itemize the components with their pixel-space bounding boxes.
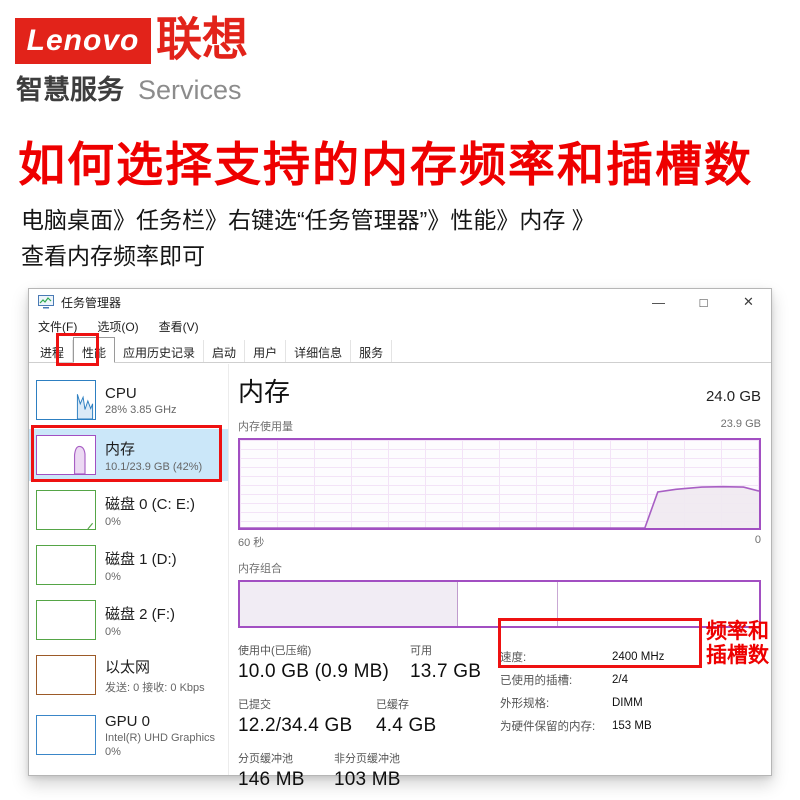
- memory-composition-bar: [238, 580, 761, 628]
- gpu-thumbnail-graph: [36, 715, 96, 755]
- memory-usage-area: [240, 486, 759, 528]
- memory-composition-label: 内存组合: [238, 563, 282, 575]
- cpu-stats: 28% 3.85 GHz: [105, 403, 177, 416]
- performance-body: CPU 28% 3.85 GHz 内存 10.1/23.9 GB (42%): [29, 364, 771, 790]
- ethernet-label: 以太网: [105, 658, 151, 676]
- disk0-thumbnail-graph: [36, 490, 96, 530]
- composition-divider-2: [556, 582, 558, 626]
- sidebar-item-cpu[interactable]: CPU 28% 3.85 GHz: [29, 374, 228, 426]
- memory-panel: 内存 24.0 GB 内存使用量 23.9 GB 60 秒 0 内存组合: [229, 364, 771, 790]
- tab-services[interactable]: 服务: [351, 340, 393, 362]
- stat-nonpaged-pool: 非分页缓冲池 103 MB: [334, 753, 401, 790]
- tab-performance[interactable]: 性能: [73, 337, 116, 363]
- disk1-thumbnail-graph: [36, 545, 96, 585]
- annotation-text-frequency-slots: 频率和 插槽数: [706, 620, 769, 667]
- task-manager-icon: [38, 295, 54, 309]
- memory-usage-curve: [240, 487, 759, 528]
- performance-sidebar: CPU 28% 3.85 GHz 内存 10.1/23.9 GB (42%): [29, 364, 229, 775]
- time-axis-right: 0: [754, 534, 761, 546]
- disk0-label: 磁盘 0 (C: E:): [105, 495, 196, 513]
- page-title: 如何选择支持的内存频率和插槽数: [18, 138, 753, 191]
- lenovo-logo-text: Lenovo: [26, 24, 140, 57]
- tab-details[interactable]: 详细信息: [286, 340, 352, 362]
- gpu-label: GPU 0: [105, 712, 151, 730]
- stat-in-use: 使用中(已压缩) 10.0 GB (0.9 MB): [238, 645, 390, 682]
- maximize-button[interactable]: □: [699, 294, 708, 310]
- menu-bar: 文件(F) 选项(O) 查看(V): [29, 315, 771, 337]
- minimize-button[interactable]: —: [652, 294, 665, 310]
- disk2-thumbnail-graph: [36, 600, 96, 640]
- menu-file[interactable]: 文件(F): [38, 319, 78, 334]
- stat-paged-pool: 分页缓冲池 146 MB: [238, 753, 305, 790]
- memory-usage-label: 内存使用量: [238, 421, 293, 433]
- lenovo-logo-chinese: 联想: [156, 13, 248, 65]
- stat-available: 可用 13.7 GB: [410, 645, 482, 682]
- disk2-label: 磁盘 2 (F:): [105, 605, 175, 623]
- tab-startup[interactable]: 启动: [204, 340, 246, 362]
- memory-hardware-details: 速度: 2400 MHz 已使用的插槽: 2/4 外形规格: DIMM 为硬件保…: [500, 645, 736, 737]
- menu-view[interactable]: 查看(V): [158, 319, 199, 334]
- tab-processes[interactable]: 进程: [32, 340, 74, 362]
- stat-cached: 已缓存 4.4 GB: [376, 699, 437, 736]
- sidebar-item-memory[interactable]: 内存 10.1/23.9 GB (42%): [29, 429, 228, 481]
- stat-committed: 已提交 12.2/34.4 GB: [238, 699, 353, 736]
- disk2-stats: 0%: [105, 625, 121, 638]
- instruction-line-1: 电脑桌面》任务栏》右键选“任务管理器”》性能》内存 》: [21, 207, 595, 233]
- sidebar-item-gpu[interactable]: GPU 0 Intel(R) UHD Graphics 0%: [29, 704, 228, 766]
- memory-usage-graph: [238, 438, 761, 530]
- gpu-name: Intel(R) UHD Graphics: [105, 731, 216, 744]
- menu-options[interactable]: 选项(O): [97, 319, 139, 334]
- disk0-stats: 0%: [105, 515, 121, 528]
- disk1-stats: 0%: [105, 570, 121, 583]
- composition-used-segment: [240, 582, 458, 626]
- ethernet-thumbnail-graph: [36, 655, 96, 695]
- disk1-label: 磁盘 1 (D:): [105, 550, 177, 568]
- memory-thumbnail-graph: [36, 435, 96, 475]
- tab-bar: 进程 性能 应用历史记录 启动 用户 详细信息 服务: [29, 337, 771, 363]
- memory-usage-max: 23.9 GB: [720, 418, 761, 430]
- memory-stats: 10.1/23.9 GB (42%): [105, 460, 203, 473]
- sidebar-item-disk1[interactable]: 磁盘 1 (D:) 0%: [29, 539, 228, 591]
- tab-app-history[interactable]: 应用历史记录: [115, 340, 205, 362]
- cpu-label: CPU: [105, 384, 137, 402]
- detail-slots-used: 已使用的插槽: 2/4: [500, 673, 628, 687]
- memory-panel-title: 内存: [238, 377, 291, 407]
- tagline-chinese: 智慧服务: [16, 75, 124, 105]
- sidebar-item-disk0[interactable]: 磁盘 0 (C: E:) 0%: [29, 484, 228, 536]
- detail-hardware-reserved: 为硬件保留的内存: 153 MB: [500, 719, 652, 733]
- brand-tagline: 智慧服务 Services: [16, 68, 242, 107]
- instruction-text: 电脑桌面》任务栏》右键选“任务管理器”》性能》内存 》 查看内存频率即可: [21, 202, 785, 274]
- tab-users[interactable]: 用户: [245, 340, 287, 362]
- window-title: 任务管理器: [61, 295, 122, 310]
- lenovo-logo: Lenovo: [15, 18, 151, 64]
- window-controls: — □ ✕: [636, 289, 771, 315]
- tagline-english: Services: [138, 75, 242, 105]
- close-button[interactable]: ✕: [743, 294, 754, 309]
- detail-form-factor: 外形规格: DIMM: [500, 696, 643, 710]
- detail-speed: 速度: 2400 MHz: [500, 650, 665, 664]
- sidebar-item-disk2[interactable]: 磁盘 2 (F:) 0%: [29, 594, 228, 646]
- title-bar: 任务管理器 — □ ✕: [29, 289, 771, 315]
- ethernet-stats: 发送: 0 接收: 0 Kbps: [105, 681, 205, 694]
- sidebar-item-ethernet[interactable]: 以太网 发送: 0 接收: 0 Kbps: [29, 649, 228, 701]
- memory-total-capacity: 24.0 GB: [705, 388, 761, 405]
- memory-label: 内存: [105, 440, 136, 458]
- instruction-line-2: 查看内存频率即可: [21, 243, 205, 269]
- gpu-stats: 0%: [105, 745, 121, 758]
- cpu-thumbnail-graph: [36, 380, 96, 420]
- memory-statistics: 使用中(已压缩) 10.0 GB (0.9 MB) 可用 13.7 GB 已提交…: [238, 642, 761, 791]
- time-axis-left: 60 秒: [238, 537, 265, 549]
- task-manager-window: 任务管理器 — □ ✕ 文件(F) 选项(O) 查看(V) 进程 性能 应用历史…: [28, 288, 772, 790]
